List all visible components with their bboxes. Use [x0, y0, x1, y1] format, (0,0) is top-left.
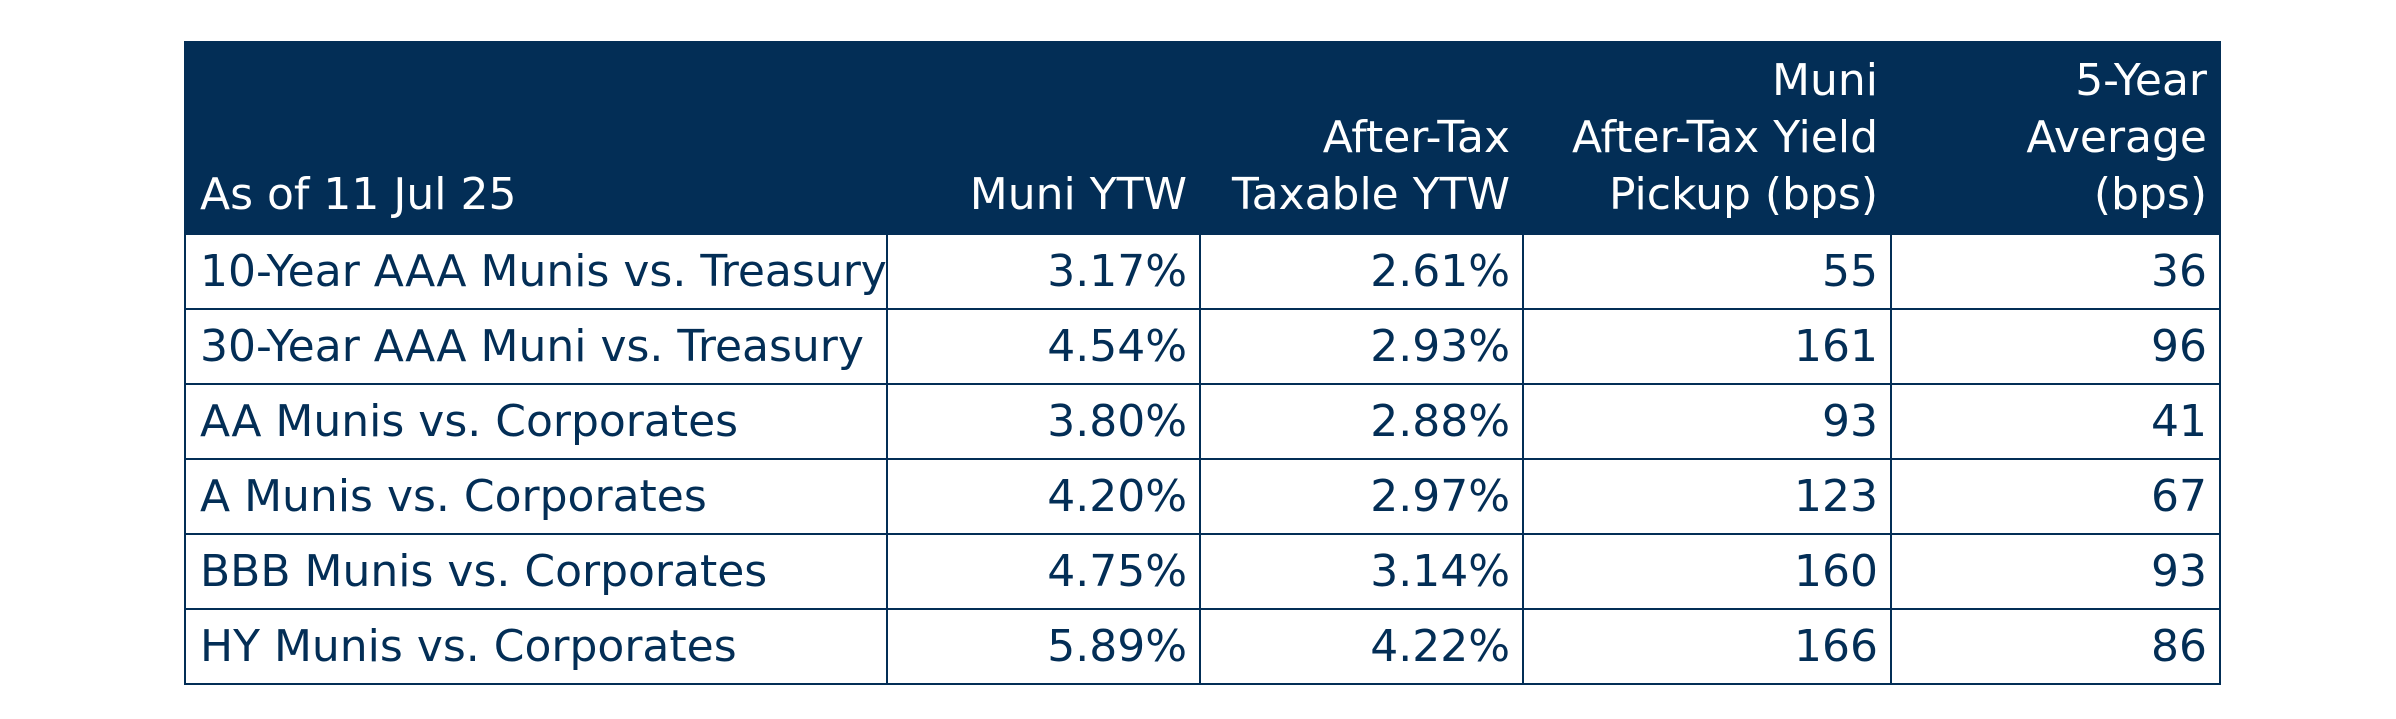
header-pickup-line1: Muni	[1772, 55, 1878, 106]
cell-pickup: 160	[1522, 533, 1892, 610]
header-after-tax-line2: Taxable YTW	[1231, 169, 1510, 220]
cell-pickup: 161	[1522, 308, 1892, 385]
cell-five-year-avg: 36	[1890, 233, 2221, 310]
row-label: A Munis vs. Corporates	[184, 458, 888, 535]
row-label: BBB Munis vs. Corporates	[184, 533, 888, 610]
row-label: AA Munis vs. Corporates	[184, 383, 888, 460]
header-as-of: As of 11 Jul 25	[184, 41, 888, 235]
header-pickup-line3: Pickup (bps)	[1608, 169, 1878, 220]
cell-pickup: 123	[1522, 458, 1892, 535]
cell-muni-ytw: 5.89%	[886, 608, 1201, 685]
header-after-tax-taxable-ytw: After-Tax Taxable YTW	[1199, 41, 1524, 235]
cell-five-year-avg: 86	[1890, 608, 2221, 685]
cell-after-tax-ytw: 2.61%	[1199, 233, 1524, 310]
header-five-year-line1: 5-Year	[2075, 55, 2207, 106]
table-header-row: As of 11 Jul 25 Muni YTW After-Tax Taxab…	[184, 41, 2221, 235]
cell-muni-ytw: 3.17%	[886, 233, 1201, 310]
cell-after-tax-ytw: 2.97%	[1199, 458, 1524, 535]
header-five-year-line2: Average (bps)	[2026, 112, 2207, 220]
cell-pickup: 166	[1522, 608, 1892, 685]
row-label: 30-Year AAA Muni vs. Treasury	[184, 308, 888, 385]
cell-pickup: 55	[1522, 233, 1892, 310]
cell-pickup: 93	[1522, 383, 1892, 460]
cell-five-year-avg: 93	[1890, 533, 2221, 610]
table-row: AA Munis vs. Corporates 3.80% 2.88% 93 4…	[184, 383, 2221, 460]
yield-comparison-table-container: As of 11 Jul 25 Muni YTW After-Tax Taxab…	[184, 41, 2221, 685]
header-after-tax-line1: After-Tax	[1322, 112, 1510, 163]
table-row: HY Munis vs. Corporates 5.89% 4.22% 166 …	[184, 608, 2221, 685]
header-muni-ytw: Muni YTW	[886, 41, 1201, 235]
row-label: HY Munis vs. Corporates	[184, 608, 888, 685]
header-pickup-line2: After-Tax Yield	[1571, 112, 1878, 163]
yield-comparison-table: As of 11 Jul 25 Muni YTW After-Tax Taxab…	[184, 41, 2221, 685]
table-row: 10-Year AAA Munis vs. Treasury 3.17% 2.6…	[184, 233, 2221, 310]
cell-after-tax-ytw: 2.88%	[1199, 383, 1524, 460]
cell-after-tax-ytw: 2.93%	[1199, 308, 1524, 385]
cell-muni-ytw: 4.20%	[886, 458, 1201, 535]
table-row: A Munis vs. Corporates 4.20% 2.97% 123 6…	[184, 458, 2221, 535]
cell-after-tax-ytw: 4.22%	[1199, 608, 1524, 685]
cell-after-tax-ytw: 3.14%	[1199, 533, 1524, 610]
header-muni-pickup: Muni After-Tax Yield Pickup (bps)	[1522, 41, 1892, 235]
cell-muni-ytw: 3.80%	[886, 383, 1201, 460]
cell-five-year-avg: 67	[1890, 458, 2221, 535]
row-label: 10-Year AAA Munis vs. Treasury	[184, 233, 888, 310]
cell-muni-ytw: 4.54%	[886, 308, 1201, 385]
header-five-year-average: 5-Year Average (bps)	[1890, 41, 2221, 235]
cell-five-year-avg: 41	[1890, 383, 2221, 460]
cell-five-year-avg: 96	[1890, 308, 2221, 385]
table-row: BBB Munis vs. Corporates 4.75% 3.14% 160…	[184, 533, 2221, 610]
cell-muni-ytw: 4.75%	[886, 533, 1201, 610]
table-row: 30-Year AAA Muni vs. Treasury 4.54% 2.93…	[184, 308, 2221, 385]
